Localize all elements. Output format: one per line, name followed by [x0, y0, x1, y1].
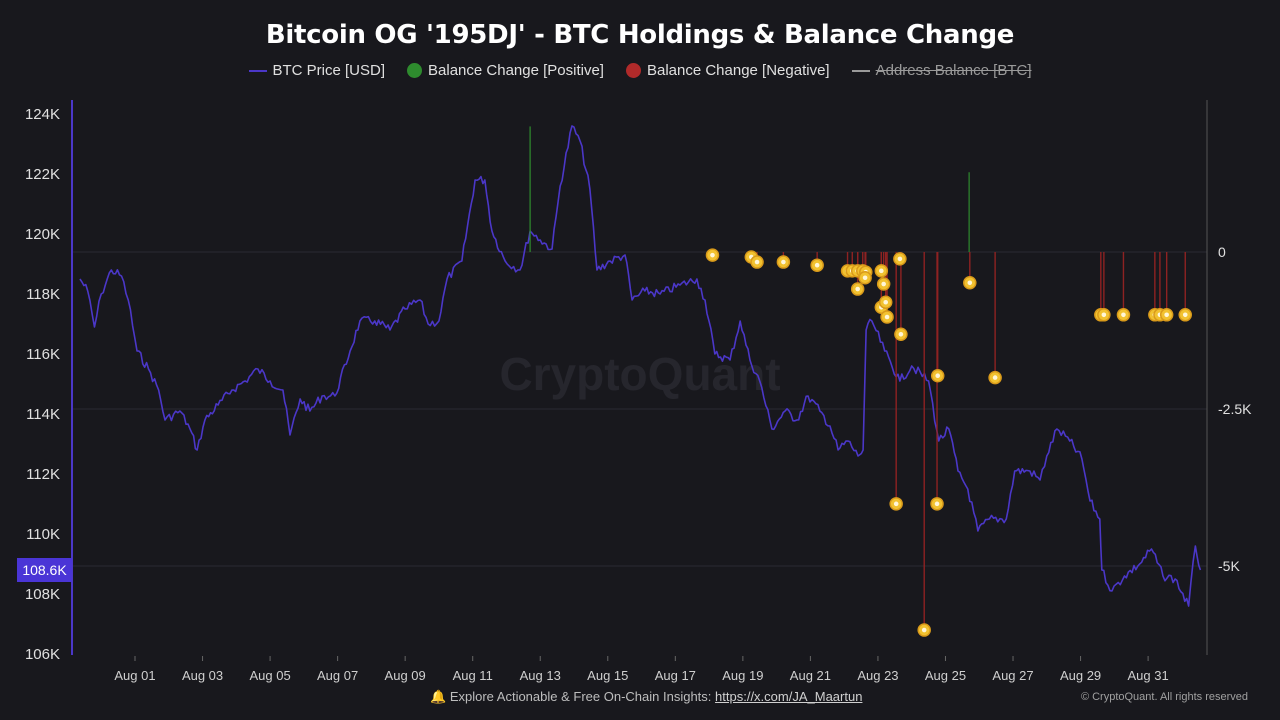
x-tick-label: Aug 05 — [249, 668, 290, 683]
x-tick-label: Aug 29 — [1060, 668, 1101, 683]
negative-balance-dot-center — [881, 281, 886, 287]
left-tick-label: 124K — [25, 106, 60, 123]
x-tick-label: Aug 27 — [992, 668, 1033, 683]
negative-balance-dot-center — [967, 280, 973, 286]
x-tick-label: Aug 03 — [182, 668, 223, 683]
negative-balance-dot-center — [862, 275, 868, 281]
legend-item-negative[interactable]: Balance Change [Negative] — [625, 62, 830, 79]
dot-swatch-icon — [625, 63, 641, 78]
x-tick-label: Aug 31 — [1127, 668, 1168, 683]
left-tick-label: 116K — [26, 346, 60, 363]
current-price-tag: 108.6K — [17, 558, 72, 582]
negative-balance-dot-center — [1101, 312, 1107, 318]
footer: 🔔 Explore Actionable & Free On-Chain Ins… — [430, 689, 862, 705]
x-tick-label: Aug 09 — [385, 668, 426, 683]
line-swatch-icon — [248, 69, 267, 72]
left-tick-label: 122K — [25, 166, 60, 183]
x-tick-label: Aug 13 — [520, 668, 561, 683]
x-tick-label: Aug 21 — [790, 668, 831, 683]
legend: BTC Price [USD] Balance Change [Positive… — [0, 62, 1280, 79]
negative-balance-dot-center — [814, 262, 820, 268]
negative-balance-dot-center — [897, 256, 903, 262]
negative-balance-dot-center — [935, 373, 941, 379]
negative-balance-dot-center — [884, 314, 890, 320]
negative-balance-dot-center — [879, 268, 884, 274]
watermark: CryptoQuant — [499, 348, 780, 400]
negative-balance-dot-center — [1121, 312, 1126, 318]
left-tick-label: 114K — [26, 406, 60, 423]
line-swatch-icon — [851, 69, 870, 72]
x-tick-label: Aug 07 — [317, 668, 358, 683]
negative-balance-dot-center — [855, 286, 860, 292]
x-tick-label: Aug 01 — [114, 668, 155, 683]
left-tick-label: 110K — [26, 526, 60, 543]
copyright: © CryptoQuant. All rights reserved — [1080, 691, 1248, 703]
bell-icon: 🔔 — [430, 689, 447, 704]
x-tick-label: Aug 17 — [655, 668, 696, 683]
x-tick-label: Aug 11 — [453, 668, 493, 683]
right-tick-label: -5K — [1218, 558, 1240, 574]
negative-balance-dot-center — [898, 331, 904, 337]
negative-balance-dot-center — [934, 501, 940, 507]
right-tick-label: -2.5K — [1218, 401, 1252, 417]
footer-text: Explore Actionable & Free On-Chain Insig… — [449, 689, 712, 704]
left-tick-label: 118K — [26, 286, 60, 303]
legend-label: Balance Change [Negative] — [646, 62, 830, 79]
left-tick-label: 112K — [26, 466, 60, 483]
negative-balance-dot-center — [781, 259, 786, 265]
negative-balance-dot-center — [883, 299, 889, 305]
x-tick-label: Aug 25 — [925, 668, 966, 683]
right-tick-label: 0 — [1218, 244, 1226, 260]
dot-swatch-icon — [407, 63, 423, 78]
negative-balance-dot-center — [992, 375, 998, 380]
legend-item-btc-price[interactable]: BTC Price [USD] — [248, 62, 386, 79]
chart-title: Bitcoin OG '195DJ' - BTC Holdings & Bala… — [265, 20, 1015, 50]
x-tick-label: Aug 19 — [722, 668, 763, 683]
negative-balance-dot-center — [1164, 312, 1169, 318]
legend-item-address-balance[interactable]: Address Balance [BTC] — [851, 62, 1032, 79]
negative-balance-dot-center — [893, 501, 899, 507]
legend-item-positive[interactable]: Balance Change [Positive] — [407, 62, 604, 79]
legend-label: Balance Change [Positive] — [428, 62, 604, 79]
legend-label: Address Balance [BTC] — [875, 62, 1032, 79]
negative-balance-dot-center — [710, 252, 715, 258]
btc-price-line — [79, 125, 1202, 607]
negative-balance-dot-center — [754, 259, 760, 265]
x-tick-label: Aug 23 — [857, 668, 898, 683]
left-tick-label: 120K — [25, 226, 60, 243]
left-tick-label: 108K — [25, 586, 60, 603]
legend-label: BTC Price [USD] — [272, 62, 386, 79]
x-tick-label: Aug 15 — [587, 668, 628, 683]
footer-link[interactable]: https://x.com/JA_Maartun — [715, 689, 863, 704]
negative-balance-dot-center — [921, 627, 927, 633]
left-tick-label: 106K — [25, 646, 60, 663]
negative-balance-dot-center — [1182, 312, 1188, 318]
